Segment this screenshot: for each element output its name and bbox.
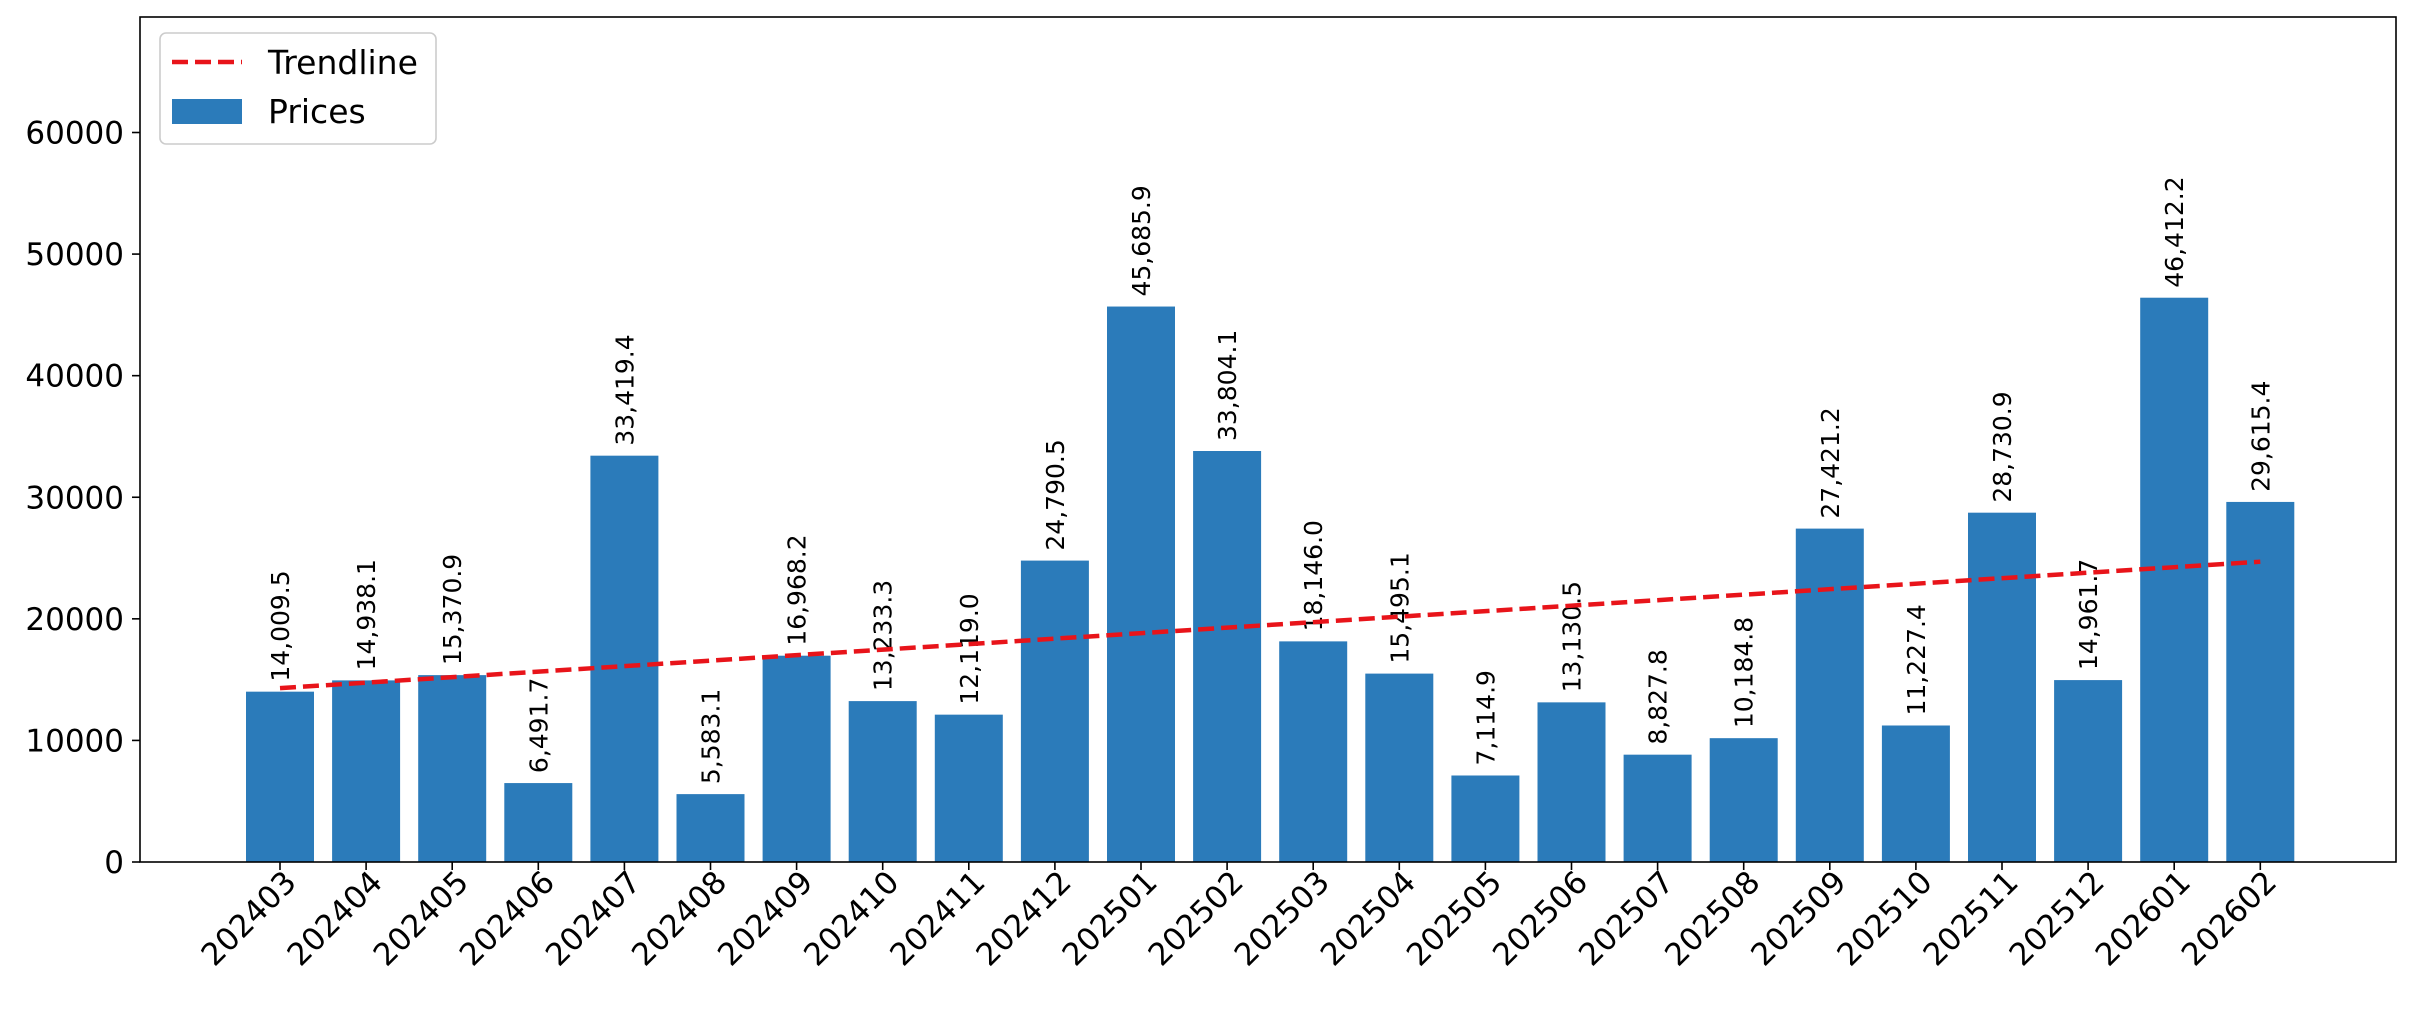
data-label-202412: 24,790.5 [1041, 439, 1070, 550]
bar-202408 [676, 794, 745, 862]
x-tick-label: 202411 [883, 864, 992, 973]
x-tick-label: 202409 [711, 864, 820, 973]
y-tick-label: 0 [104, 845, 124, 881]
data-label-202503: 18,146.0 [1299, 520, 1328, 631]
x-tick-label: 202505 [1400, 864, 1509, 973]
x-tick-label: 202509 [1744, 864, 1853, 973]
x-tick-label: 202511 [1917, 864, 2026, 973]
data-label-202408: 5,583.1 [697, 689, 726, 784]
data-label-202602: 29,615.4 [2246, 381, 2275, 492]
x-axis: 2024032024042024052024062024072024082024… [195, 862, 2284, 973]
bar-202409 [762, 655, 831, 862]
y-tick-label: 20000 [25, 602, 124, 638]
x-tick-label: 202602 [2175, 864, 2284, 973]
y-axis: 0 10000 20000 30000 40000 50000 60000 [25, 116, 140, 881]
data-label-202409: 16,968.2 [783, 534, 812, 645]
x-tick-label: 202403 [195, 864, 304, 973]
x-tick-label: 202404 [281, 864, 390, 973]
bar-202403 [246, 691, 314, 862]
bar-202503 [1279, 641, 1348, 862]
bar-202406 [504, 783, 573, 862]
x-tick-label: 202412 [969, 864, 1078, 973]
data-label-202508: 10,184.8 [1730, 617, 1759, 728]
bar-202505 [1451, 775, 1520, 862]
x-tick-label: 202504 [1314, 864, 1423, 973]
bar-202411 [934, 714, 1003, 862]
data-label-202507: 8,827.8 [1644, 649, 1673, 744]
x-tick-label: 202410 [797, 864, 906, 973]
x-tick-label: 202502 [1142, 864, 1251, 973]
bar-202404 [332, 680, 401, 862]
x-tick-label: 202508 [1658, 864, 1767, 973]
bar-202410 [848, 701, 917, 862]
x-tick-label: 202405 [367, 864, 476, 973]
bar-202504 [1365, 673, 1434, 862]
x-tick-label: 202406 [453, 864, 562, 973]
x-tick-label: 202501 [1056, 864, 1165, 973]
data-label-202403: 14,009.5 [266, 570, 295, 681]
bar-202501 [1107, 306, 1175, 862]
bar-202502 [1193, 451, 1262, 862]
y-tick-label: 30000 [25, 480, 124, 516]
y-tick-label: 40000 [25, 359, 124, 395]
bar-202512 [2054, 680, 2123, 862]
data-label-202404: 14,938.1 [352, 559, 381, 670]
data-label-202501: 45,685.9 [1127, 185, 1156, 296]
x-tick-label: 202506 [1486, 864, 1595, 973]
data-label-202504: 15,495.1 [1385, 552, 1414, 663]
data-label-202506: 13,130.5 [1558, 581, 1587, 692]
trendline [279, 559, 2261, 691]
bar-202412 [1020, 560, 1089, 862]
data-label-202407: 33,419.4 [610, 334, 639, 445]
data-label-202511: 28,730.9 [1988, 391, 2017, 502]
legend: Trendline Prices [159, 32, 437, 145]
legend-trendline-label: Trendline [267, 43, 418, 82]
data-label-202406: 6,491.7 [524, 678, 553, 773]
bar-202601 [2140, 297, 2209, 863]
data-label-202405: 15,370.9 [438, 554, 467, 665]
data-label-202411: 12,119.0 [955, 593, 984, 704]
y-tick-label: 10000 [25, 723, 124, 759]
bar-202507 [1623, 754, 1692, 862]
data-label-202505: 7,114.9 [1471, 670, 1500, 765]
bar-202602 [2226, 501, 2295, 862]
bar-202506 [1537, 702, 1606, 862]
data-label-202502: 33,804.1 [1213, 330, 1242, 441]
bar-202510 [1881, 725, 1950, 862]
bar-202407 [590, 455, 659, 862]
data-label-202509: 27,421.2 [1816, 407, 1845, 518]
bar-202511 [1968, 512, 2036, 862]
x-tick-label: 202407 [539, 864, 648, 973]
x-tick-label: 202512 [2003, 864, 2112, 973]
bar-202405 [418, 675, 487, 862]
x-tick-label: 202503 [1228, 864, 1337, 973]
plot-frame [139, 16, 2397, 863]
data-label-202601: 46,412.2 [2160, 176, 2189, 287]
x-tick-label: 202601 [2089, 864, 2198, 973]
data-label-202510: 11,227.4 [1902, 604, 1931, 715]
data-labels-layer: 14,009.5 14,938.1 15,370.9 6,491.7 33,419.4 5… [266, 176, 2275, 784]
y-tick-label: 50000 [25, 237, 124, 273]
legend-prices-swatch [172, 99, 242, 124]
y-tick-label: 60000 [25, 116, 124, 152]
bar-202509 [1795, 528, 1864, 862]
legend-prices-label: Prices [268, 92, 366, 131]
x-tick-label: 202510 [1830, 864, 1939, 973]
bars-layer [246, 297, 2295, 863]
x-tick-label: 202507 [1572, 864, 1681, 973]
x-tick-label: 202408 [625, 864, 734, 973]
bar-202508 [1709, 738, 1778, 862]
data-label-202410: 13,233.3 [869, 580, 898, 691]
data-label-202512: 14,961.7 [2074, 559, 2103, 670]
